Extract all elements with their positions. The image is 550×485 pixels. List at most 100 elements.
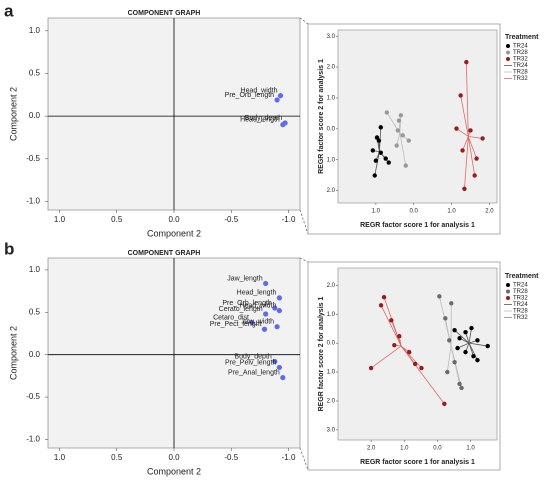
- loading-point: [276, 295, 282, 301]
- point: [389, 318, 394, 323]
- centroid-line: [374, 151, 380, 176]
- y-tick-label: -0.5: [26, 154, 40, 163]
- x-axis-label: Component 2: [147, 466, 201, 476]
- x-tick-label: 1.0: [447, 209, 456, 215]
- legend-dot: [506, 283, 510, 287]
- loading-point: [272, 358, 278, 365]
- point: [437, 294, 442, 299]
- centroid-line: [468, 136, 483, 139]
- chart-title: COMPONENT GRAPH: [128, 250, 201, 257]
- point: [472, 173, 477, 178]
- point-label: Head_width: [241, 87, 278, 94]
- point: [459, 385, 464, 391]
- loading-point: [261, 326, 268, 332]
- point-label: Jaw_width: [241, 319, 274, 326]
- y-tick-label: 1.0: [29, 265, 41, 274]
- point: [381, 294, 387, 300]
- x-tick-label: -0.5: [224, 215, 238, 224]
- y-tick-label: 0.5: [29, 307, 41, 316]
- point: [463, 329, 468, 335]
- legend-label: TR28: [513, 70, 528, 76]
- point-label: Pre_Orb_length: [222, 300, 272, 307]
- plot-area: [337, 29, 498, 204]
- panel-label: b: [4, 239, 14, 258]
- point: [443, 316, 448, 321]
- legend-label: TR28: [513, 289, 528, 295]
- legend-title: Treatment: [505, 34, 539, 41]
- point: [378, 150, 383, 155]
- x-tick-label: -1.0: [282, 215, 296, 224]
- point: [383, 156, 388, 161]
- centroid-line: [454, 329, 470, 344]
- centroid-line: [462, 136, 469, 151]
- point: [469, 325, 474, 331]
- y-tick-label: 2.0: [327, 283, 336, 289]
- loading-point: [280, 374, 286, 381]
- loading-point: [249, 319, 255, 326]
- point: [454, 126, 459, 131]
- x-tick-label: 1.0: [400, 446, 409, 452]
- x-tick-label: 2.0: [367, 446, 376, 452]
- point: [378, 125, 383, 130]
- point: [475, 358, 480, 363]
- point: [412, 361, 418, 367]
- legend-label: TR32: [513, 296, 528, 302]
- x-tick-label: 1.0: [54, 215, 66, 224]
- point: [368, 365, 374, 371]
- zoom-connectors: [299, 17, 309, 471]
- point: [457, 381, 462, 387]
- point: [452, 360, 457, 365]
- point-label: Pre_Orb_length: [225, 92, 275, 99]
- loading-point: [263, 311, 269, 317]
- loading-point: [272, 305, 278, 311]
- point-label: Head_length: [240, 117, 280, 124]
- y-tick-label: 1.0: [29, 26, 41, 35]
- point: [447, 338, 452, 343]
- point: [373, 158, 379, 163]
- x-tick-label: 0.0: [433, 446, 442, 452]
- point: [372, 173, 377, 178]
- legend-label: TR32: [513, 315, 528, 321]
- centroid-line: [456, 128, 469, 137]
- loading-point: [274, 97, 280, 103]
- y-tick-label: 0.0: [29, 350, 41, 359]
- point: [457, 336, 462, 341]
- legend-label: TR32: [513, 57, 528, 63]
- point: [462, 186, 467, 191]
- point-label: Cetaro_dist: [213, 314, 249, 321]
- centroid-line: [400, 345, 422, 369]
- centroid-line: [400, 345, 445, 405]
- point: [406, 138, 411, 143]
- centroid-line: [468, 342, 488, 347]
- centroid-line: [468, 342, 478, 361]
- centroid-line: [380, 305, 402, 347]
- point: [464, 59, 469, 65]
- centroid-line: [467, 136, 476, 176]
- centroid-line: [446, 345, 452, 373]
- point-label: Head_length: [237, 290, 277, 297]
- y-axis-label: REGR factor score 2 for analysis 1: [318, 297, 325, 412]
- centroid-line: [390, 320, 402, 347]
- loading-point: [277, 93, 284, 99]
- point: [395, 128, 401, 133]
- legend-dot: [506, 296, 510, 300]
- point: [407, 349, 412, 355]
- point: [378, 303, 384, 308]
- x-axis-label: Component 2: [147, 228, 201, 238]
- point: [392, 342, 397, 348]
- centroid-line: [467, 136, 477, 159]
- legend-dot: [506, 57, 510, 61]
- legend-label: TR28: [513, 50, 528, 56]
- x-tick-label: 1.0: [54, 453, 66, 462]
- loading-point: [274, 324, 280, 330]
- point: [449, 301, 454, 306]
- y-tick-label: 2.0: [327, 399, 336, 405]
- y-tick-label: 0.0: [327, 126, 336, 132]
- y-tick-label: -1.0: [26, 435, 40, 444]
- y-tick-label: 3.0: [327, 427, 336, 433]
- point: [460, 148, 465, 153]
- point-label: Pre_Anal_length: [228, 369, 280, 376]
- y-tick-label: 0.5: [29, 69, 41, 78]
- point: [445, 369, 450, 375]
